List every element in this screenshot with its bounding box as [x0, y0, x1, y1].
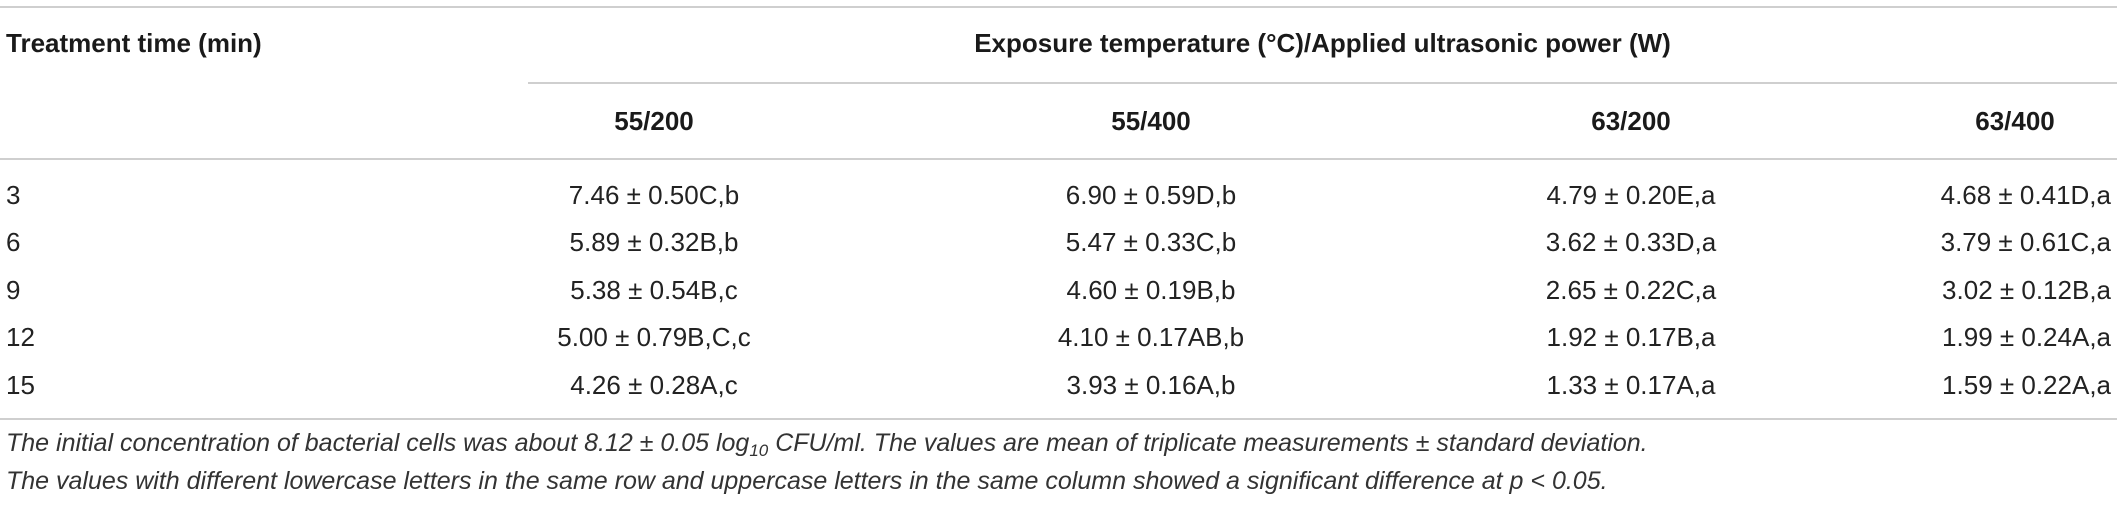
table-row-time: 15 [6, 370, 35, 400]
footnote-text: The initial concentration of bacterial c… [6, 429, 750, 457]
table-cell: 4.10 ± 0.17AB,b [1057, 322, 1245, 352]
column-header-63-200: 63/200 [1591, 106, 1671, 136]
table-cell: 4.26 ± 0.28A,c [570, 370, 738, 400]
footnote-significance: The values with different lowercase lett… [6, 467, 1608, 495]
column-header-63-400: 63/400 [1975, 106, 2055, 136]
group-header-rule [528, 82, 2117, 84]
table-cell: 5.47 ± 0.33C,b [1065, 227, 1237, 257]
table-cell: 3.93 ± 0.16A,b [1066, 370, 1236, 400]
table-row-time: 3 [6, 180, 21, 210]
table-cell: 3.79 ± 0.61C,a [1940, 227, 2111, 257]
table-row-time: 9 [6, 275, 21, 305]
footnote-text: CFU/ml. The values are mean of triplicat… [768, 429, 1648, 457]
table-top-rule [0, 6, 2117, 8]
table-cell: 3.62 ± 0.33D,a [1545, 227, 1717, 257]
table-cell: 1.92 ± 0.17B,a [1546, 322, 1716, 352]
header-bottom-rule [0, 158, 2117, 160]
table-row-time: 6 [6, 227, 21, 257]
table-cell: 4.68 ± 0.41D,a [1940, 180, 2111, 210]
table-cell: 7.46 ± 0.50C,b [568, 180, 740, 210]
table-row-time: 12 [6, 322, 35, 352]
table-cell: 3.02 ± 0.12B,a [1942, 275, 2111, 305]
table-cell: 1.59 ± 0.22A,a [1942, 370, 2111, 400]
table-bottom-rule [0, 418, 2117, 420]
footnote-concentration: The initial concentration of bacterial c… [6, 428, 1648, 466]
table-cell: 5.00 ± 0.79B,C,c [557, 322, 751, 352]
table-cell: 2.65 ± 0.22C,a [1545, 275, 1717, 305]
footnote-subscript: 10 [749, 441, 769, 460]
table-cell: 5.89 ± 0.32B,b [569, 227, 739, 257]
column-header-55-400: 55/400 [1111, 106, 1191, 136]
treatment-time-header: Treatment time (min) [6, 28, 262, 58]
exposure-group-header: Exposure temperature (°C)/Applied ultras… [974, 28, 1671, 58]
table-cell: 5.38 ± 0.54B,c [570, 275, 738, 305]
table-cell: 4.79 ± 0.20E,a [1546, 180, 1716, 210]
column-header-55-200: 55/200 [614, 106, 694, 136]
table-cell: 1.99 ± 0.24A,a [1942, 322, 2111, 352]
table-cell: 4.60 ± 0.19B,b [1066, 275, 1236, 305]
table-cell: 6.90 ± 0.59D,b [1065, 180, 1237, 210]
table-cell: 1.33 ± 0.17A,a [1546, 370, 1716, 400]
